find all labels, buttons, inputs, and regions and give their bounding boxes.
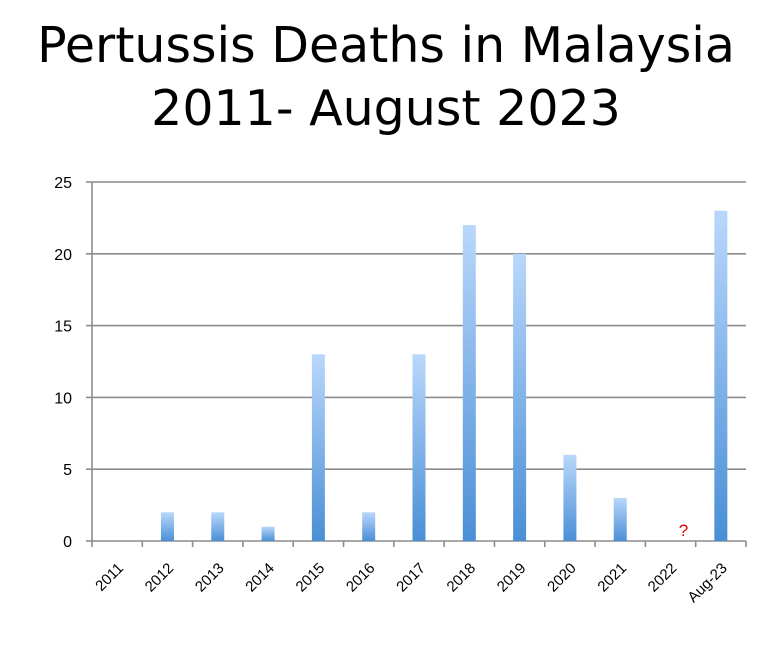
- x-tick-label: 2016: [343, 560, 379, 596]
- x-tick-label: 2022: [645, 560, 681, 596]
- bar-2015: [311, 354, 325, 541]
- x-tick-label: Aug-23: [684, 560, 730, 606]
- y-tick-label: 10: [54, 390, 72, 407]
- y-tick-label: 25: [54, 175, 72, 192]
- x-tick-label: 2021: [594, 560, 630, 596]
- x-tick-label: 2018: [444, 560, 480, 596]
- bar-2018: [462, 225, 476, 541]
- bars: [160, 210, 728, 542]
- x-tick-label: 2020: [544, 560, 580, 596]
- x-tick-label: 2017: [393, 560, 429, 596]
- bar-Aug-23: [714, 210, 728, 541]
- y-tick-label: 0: [63, 534, 72, 551]
- axes: [86, 181, 747, 547]
- y-tick-label: 20: [54, 247, 72, 264]
- x-tick-label: 2013: [192, 560, 228, 596]
- bar-2020: [563, 454, 577, 541]
- x-tick-label: 2011: [92, 560, 127, 595]
- bar-2013: [211, 512, 225, 541]
- x-tick-label: 2014: [242, 560, 278, 596]
- annotations: ?: [679, 521, 688, 540]
- bar-2014: [261, 526, 275, 541]
- bar-2012: [160, 512, 174, 541]
- y-tick-label: 5: [63, 462, 72, 479]
- bar-2017: [412, 354, 426, 541]
- bar-2016: [362, 512, 376, 541]
- annotation-label: ?: [679, 521, 688, 540]
- x-tick-label: 2019: [494, 560, 530, 596]
- bar-2021: [613, 497, 627, 541]
- chart-title-line-1: Pertussis Deaths in Malaysia: [37, 17, 735, 74]
- x-tick-label: 2015: [293, 560, 329, 596]
- bar-2019: [513, 253, 527, 542]
- y-tick-label: 15: [54, 319, 72, 336]
- x-tick-label: 2012: [142, 560, 178, 596]
- chart-title-line-2: 2011- August 2023: [151, 80, 621, 137]
